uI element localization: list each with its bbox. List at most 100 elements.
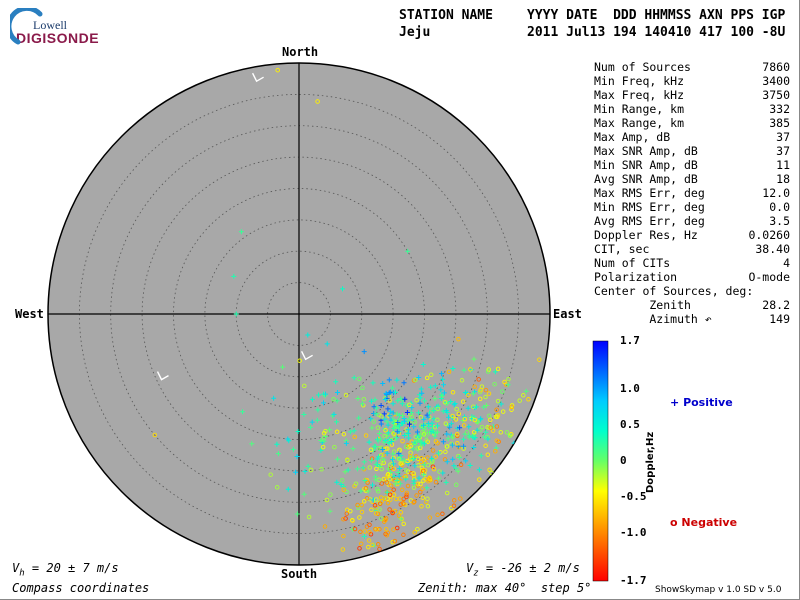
source-point-positive — [350, 526, 356, 532]
source-point-negative — [412, 530, 417, 535]
source-point-positive — [395, 470, 401, 475]
source-point-positive — [467, 463, 473, 468]
source-point-positive — [412, 463, 418, 469]
stat-value: 4 — [783, 256, 790, 270]
stat-label: Polarization — [594, 270, 678, 284]
source-point-positive — [360, 465, 366, 471]
source-point-negative — [454, 406, 459, 412]
source-point-negative — [357, 515, 362, 520]
source-point-negative — [500, 409, 506, 414]
stat-value: 3.5 — [769, 214, 790, 228]
source-point-positive — [471, 432, 477, 438]
direction-markers — [156, 72, 313, 381]
source-point-negative — [415, 446, 420, 451]
source-point-negative — [320, 444, 326, 450]
source-point-negative — [450, 413, 455, 419]
source-point-positive — [391, 461, 397, 467]
source-point-negative — [306, 514, 312, 520]
source-point-positive — [381, 411, 387, 417]
source-point-negative — [403, 467, 409, 473]
source-point-positive — [445, 436, 451, 442]
source-point-positive — [421, 422, 427, 428]
source-point-negative — [494, 407, 499, 412]
source-point-positive — [386, 377, 392, 383]
source-point-positive — [334, 398, 340, 404]
stat-label: Min SNR Amp, dB — [594, 158, 698, 172]
source-point-negative — [343, 516, 348, 521]
source-point-positive — [384, 489, 390, 495]
source-point-negative — [381, 476, 387, 482]
source-point-positive — [335, 390, 340, 395]
source-point-positive — [384, 450, 390, 456]
source-point-negative — [458, 496, 463, 501]
source-point-positive — [523, 388, 529, 394]
source-point-negative — [359, 509, 365, 515]
source-point-positive — [483, 403, 489, 408]
date-columns-value: 2011 Jul13 194 140410 417 100 -8U — [527, 25, 786, 40]
source-point-positive — [240, 409, 245, 415]
source-point-negative — [367, 530, 372, 535]
source-point-positive — [377, 431, 382, 436]
source-point-positive — [294, 454, 300, 459]
source-point-positive — [416, 475, 422, 481]
source-point-positive — [418, 442, 424, 448]
source-point-positive — [382, 438, 388, 444]
source-point-negative — [401, 532, 406, 538]
source-point-positive — [389, 439, 395, 444]
source-point-negative — [362, 529, 368, 534]
source-point-positive — [305, 463, 311, 469]
source-point-positive — [388, 408, 394, 414]
source-point-negative — [344, 489, 349, 495]
source-point-negative — [381, 452, 387, 457]
source-point-positive — [324, 341, 330, 347]
source-point-negative — [355, 502, 360, 508]
circle-icon: o — [670, 516, 678, 529]
source-point-negative — [412, 419, 417, 425]
source-point-positive — [402, 418, 408, 424]
source-point-positive — [450, 456, 456, 462]
source-point-positive — [396, 451, 402, 457]
source-point-positive — [440, 470, 446, 476]
source-point-negative — [420, 486, 425, 491]
source-point-negative — [521, 393, 526, 398]
source-point-negative — [398, 502, 404, 507]
source-point-negative — [370, 542, 375, 548]
source-point-negative — [384, 532, 390, 538]
logo-arc-icon — [10, 8, 43, 45]
source-point-positive — [327, 427, 332, 433]
stat-value: 0.0 — [769, 200, 790, 214]
source-point-negative — [451, 498, 457, 503]
source-point-positive — [314, 417, 320, 423]
source-point-positive — [293, 469, 299, 475]
source-point-positive — [378, 421, 384, 427]
source-point-negative — [517, 398, 522, 403]
source-point-negative — [472, 417, 478, 423]
source-point-positive — [461, 414, 467, 420]
source-point-positive — [394, 411, 400, 417]
source-point-negative — [500, 389, 505, 394]
source-point-negative — [450, 390, 456, 395]
source-point-negative — [405, 483, 411, 489]
stat-value: 12.0 — [762, 186, 790, 200]
source-point-positive — [394, 435, 400, 441]
source-point-positive — [290, 446, 296, 452]
source-point-negative — [361, 499, 367, 504]
source-point-negative — [384, 480, 390, 485]
source-point-positive — [334, 479, 340, 485]
source-point-negative — [375, 489, 381, 494]
source-point-positive — [398, 516, 404, 522]
source-point-positive — [492, 369, 498, 375]
source-point-negative — [486, 367, 492, 372]
source-point-negative — [483, 443, 488, 448]
stat-label: Max Range, km — [594, 116, 685, 130]
source-point-positive — [382, 416, 388, 422]
source-point-negative — [391, 527, 396, 532]
source-point-negative — [509, 407, 514, 412]
source-point-positive — [416, 375, 422, 380]
legend-positive-label: Positive — [683, 396, 733, 409]
vh-velocity-value: = 20 ± 7 m/s — [31, 561, 119, 575]
source-point-positive — [286, 438, 292, 444]
source-point-positive — [381, 456, 387, 462]
source-point-negative — [274, 485, 280, 490]
source-point-negative — [478, 387, 483, 393]
